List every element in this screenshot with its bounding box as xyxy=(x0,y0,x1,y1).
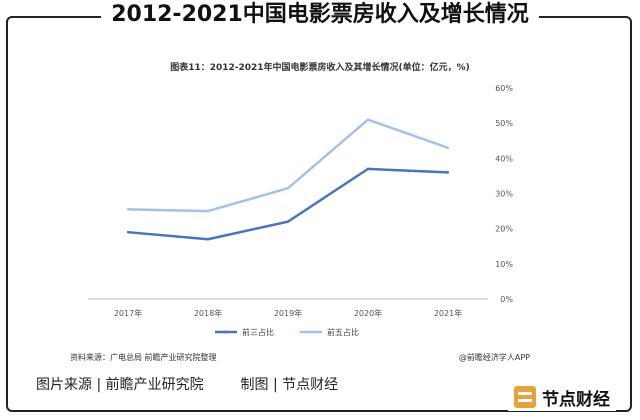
data-point xyxy=(286,220,290,223)
x-tick-label: 2020年 xyxy=(354,308,382,318)
data-point xyxy=(206,209,210,213)
data-point xyxy=(126,208,130,211)
brand-badge: 节点财经 xyxy=(508,383,616,411)
page-title-text: 2012-2021中国电影票房收入及增长情况 xyxy=(101,0,539,30)
x-tick-label: 2017年 xyxy=(114,308,142,318)
chart-title: 图表11：2012-2021年中国电影票房收入及其增长情况(单位：亿元，%) xyxy=(170,63,470,73)
brand-name: 节点财经 xyxy=(542,389,610,410)
legend-label: 前五占比 xyxy=(327,327,359,337)
image-source-credit: 图片来源 | 前瞻产业研究院 xyxy=(36,377,204,393)
legend-label: 前三占比 xyxy=(242,327,274,337)
data-point xyxy=(286,187,290,190)
y-tick-label: 10% xyxy=(495,260,513,269)
y-tick-label: 60% xyxy=(495,84,513,93)
y-tick-label: 50% xyxy=(495,119,513,128)
legend-marker xyxy=(224,330,228,334)
x-tick-label: 2019年 xyxy=(274,308,302,318)
y-tick-label: 0% xyxy=(500,295,513,304)
y-tick-label: 30% xyxy=(495,190,513,199)
series-line-2 xyxy=(127,118,449,213)
made-by-credit: 制图 | 节点财经 xyxy=(240,377,339,393)
brand-logo-icon xyxy=(514,386,536,408)
data-point xyxy=(366,118,370,121)
footer-credits: 图片来源 | 前瞻产业研究院 制图 | 节点财经 xyxy=(36,374,338,394)
y-tick-label: 20% xyxy=(495,225,513,234)
x-tick-label: 2018年 xyxy=(194,308,222,318)
data-point xyxy=(446,171,450,174)
data-point xyxy=(126,230,130,234)
x-tick-label: 2021年 xyxy=(434,308,462,318)
source-note: 资料来源：广电总局 前瞻产业研究院整理 xyxy=(70,353,217,362)
page-title: 2012-2021中国电影票房收入及增长情况 xyxy=(0,0,640,30)
data-point xyxy=(206,238,210,241)
data-point xyxy=(366,167,370,171)
data-point xyxy=(446,146,450,149)
attribution-note: @前瞻经济学人APP xyxy=(458,353,530,362)
y-tick-label: 40% xyxy=(495,154,513,163)
legend-marker xyxy=(309,330,313,334)
series-line-1 xyxy=(127,167,449,241)
